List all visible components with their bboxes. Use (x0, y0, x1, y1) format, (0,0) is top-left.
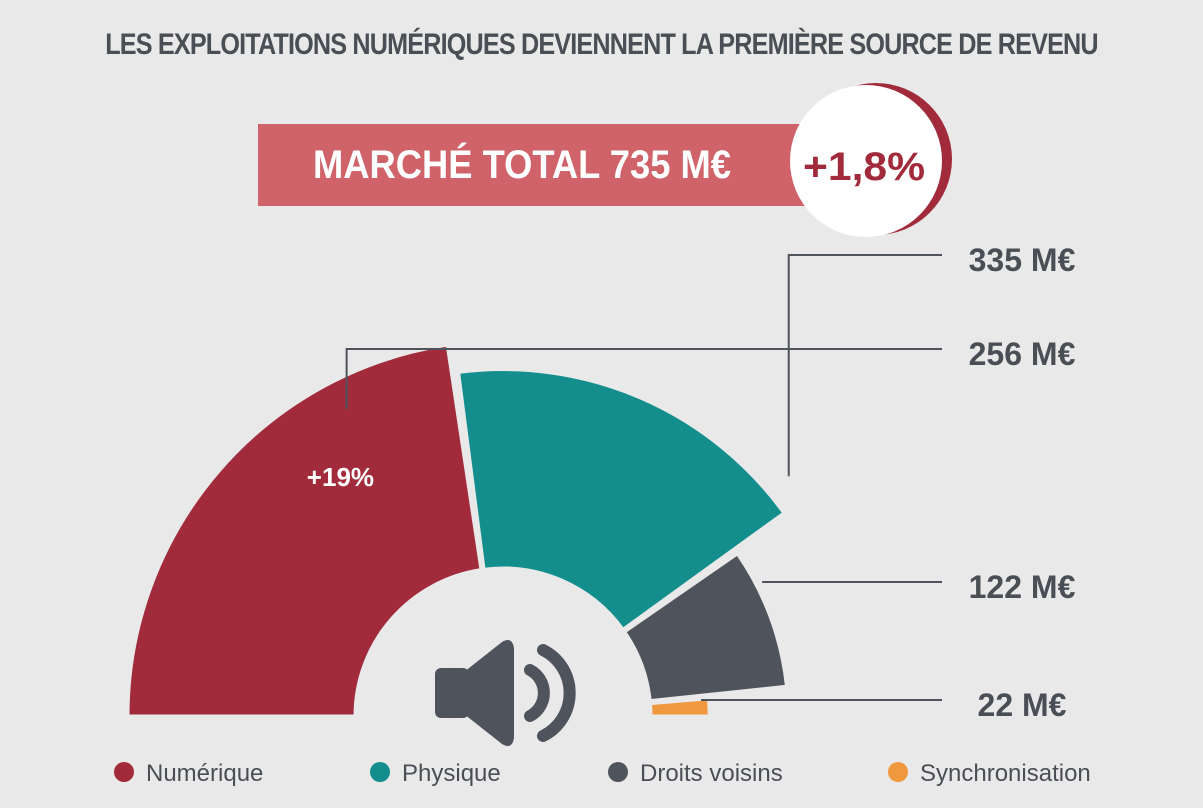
legend-label: Numérique (146, 760, 263, 787)
leader-line (345, 348, 942, 410)
slice-numérique (126, 343, 483, 718)
slice-droits-voisins (622, 551, 789, 703)
value-label: 122 M€ (969, 569, 1076, 605)
growth-badge (790, 85, 942, 237)
value-label: 22 M€ (978, 687, 1067, 723)
leader-lines (345, 254, 942, 701)
legend-label: Synchronisation (920, 760, 1091, 787)
growth-value: +1,8% (803, 145, 925, 189)
inner-label: +19% (307, 462, 374, 492)
slice-synchronisation (648, 697, 711, 718)
legend-label: Droits voisins (640, 760, 783, 787)
legend-swatch (608, 762, 628, 782)
legend-swatch (114, 762, 134, 782)
value-label: 335 M€ (969, 242, 1076, 278)
slices (126, 343, 789, 718)
legend-swatch (888, 762, 908, 782)
total-market-banner: MARCHÉ TOTAL 735 M€ +1,8% (258, 83, 952, 237)
speaker-icon (435, 640, 576, 746)
legend-label: Physique (402, 760, 501, 787)
chart-title: LES EXPLOITATIONS NUMÉRIQUES DEVIENNENT … (105, 28, 1098, 61)
value-label: 256 M€ (969, 336, 1076, 372)
leader-line (787, 254, 942, 477)
value-labels: 335 M€ 256 M€ 122 M€ 22 M€ (969, 242, 1076, 723)
slice-physique (456, 368, 786, 632)
inner-labels: +19% (307, 462, 374, 492)
legend: Numérique Physique Droits voisins Synchroni… (114, 760, 1091, 787)
banner-label: MARCHÉ TOTAL 735 M€ (313, 142, 731, 187)
banner-bar (258, 124, 818, 206)
legend-swatch (370, 762, 390, 782)
